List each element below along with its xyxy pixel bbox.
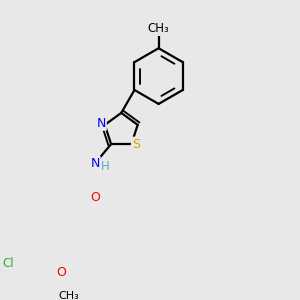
Text: S: S <box>132 138 140 151</box>
Text: CH₃: CH₃ <box>58 291 79 300</box>
Text: N: N <box>90 157 100 170</box>
Text: Cl: Cl <box>2 257 14 270</box>
Text: O: O <box>90 191 100 204</box>
Text: H: H <box>101 160 110 173</box>
Text: CH₃: CH₃ <box>148 22 169 35</box>
Text: O: O <box>57 266 67 279</box>
Text: N: N <box>97 117 106 130</box>
